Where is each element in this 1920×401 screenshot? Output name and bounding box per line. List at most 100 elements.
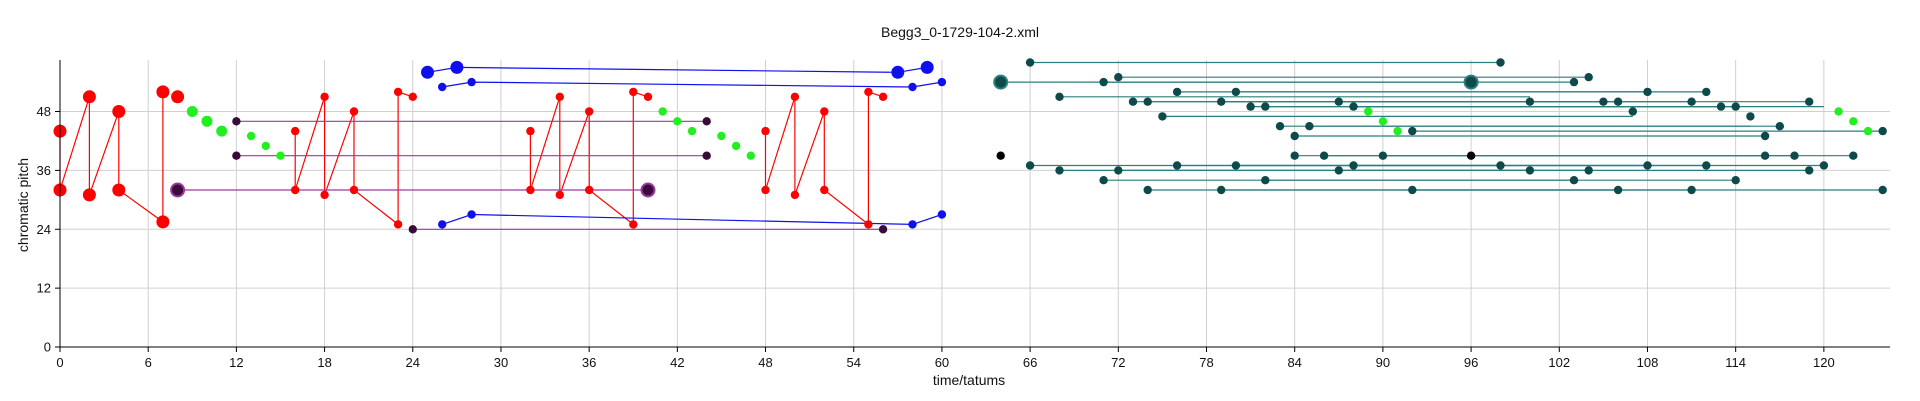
y-tick-label: 12 xyxy=(37,281,51,296)
data-point xyxy=(1599,97,1608,106)
data-point xyxy=(1378,117,1388,126)
data-point xyxy=(1760,131,1770,141)
segment-layer xyxy=(59,61,1883,230)
data-point xyxy=(526,185,535,195)
series-line xyxy=(427,66,898,73)
data-point xyxy=(1849,151,1858,160)
data-point xyxy=(467,210,476,219)
data-point xyxy=(1702,87,1711,97)
x-tick-label: 66 xyxy=(1023,355,1037,370)
data-point xyxy=(1349,102,1358,111)
data-point xyxy=(393,87,403,97)
data-point xyxy=(246,131,256,141)
data-point xyxy=(1172,87,1182,97)
data-point xyxy=(993,74,1009,90)
axis-layer: 0 6 12 18 24 30 36 42 48 54 60 66 72 78 84 90 96 102 108 11… xyxy=(37,60,1890,370)
data-point xyxy=(1393,126,1402,136)
data-point xyxy=(1613,97,1623,106)
data-point xyxy=(232,151,241,160)
data-point xyxy=(450,60,464,74)
data-point xyxy=(1731,102,1740,111)
data-point xyxy=(467,77,476,87)
data-point xyxy=(1569,77,1579,87)
data-point xyxy=(1790,151,1799,160)
data-point xyxy=(82,188,96,202)
x-tick-label: 60 xyxy=(935,355,949,370)
data-point xyxy=(1628,107,1638,116)
data-point xyxy=(555,92,564,102)
y-tick-label: 36 xyxy=(37,163,51,178)
data-point xyxy=(276,151,285,160)
data-point xyxy=(291,185,300,195)
data-point xyxy=(1408,126,1417,136)
data-point xyxy=(717,131,726,141)
chart-title: Begg3_0-1729-104-2.xml xyxy=(881,24,1039,40)
data-point xyxy=(1378,151,1388,160)
x-tick-label: 114 xyxy=(1725,355,1746,370)
series-line xyxy=(59,91,164,224)
data-point xyxy=(216,125,228,137)
data-point xyxy=(687,126,697,136)
data-point xyxy=(1863,126,1873,136)
series-line xyxy=(912,213,943,225)
data-point xyxy=(790,190,800,200)
y-tick-label: 24 xyxy=(37,222,51,237)
data-point xyxy=(1805,166,1814,175)
data-point xyxy=(1731,176,1740,185)
data-point xyxy=(170,182,186,198)
data-point xyxy=(790,92,800,102)
data-point xyxy=(1246,102,1255,111)
x-tick-label: 108 xyxy=(1637,355,1659,370)
y-axis-label: chromatic pitch xyxy=(15,158,31,252)
data-point xyxy=(1334,97,1344,106)
data-point xyxy=(761,126,770,136)
data-point xyxy=(1261,102,1270,111)
data-point xyxy=(585,107,594,116)
data-point xyxy=(1775,122,1785,131)
x-tick-label: 72 xyxy=(1111,355,1125,370)
data-point xyxy=(908,82,917,92)
x-tick-label: 54 xyxy=(847,355,861,370)
data-point xyxy=(658,107,667,116)
data-point xyxy=(820,185,829,195)
data-point xyxy=(1025,58,1035,67)
data-point xyxy=(1319,151,1329,160)
data-point xyxy=(1643,87,1652,97)
data-point xyxy=(864,220,873,229)
data-point xyxy=(156,215,170,229)
data-point xyxy=(643,92,653,102)
data-point xyxy=(640,182,656,198)
data-point xyxy=(349,185,359,195)
data-point xyxy=(349,107,359,116)
data-point xyxy=(1099,176,1108,185)
x-tick-label: 36 xyxy=(582,355,596,370)
x-tick-label: 18 xyxy=(317,355,331,370)
data-point xyxy=(673,117,682,126)
x-tick-label: 78 xyxy=(1199,355,1213,370)
data-point xyxy=(1849,117,1858,126)
data-point xyxy=(1261,176,1270,185)
data-point xyxy=(171,90,185,104)
data-point xyxy=(1305,122,1314,131)
data-point xyxy=(555,190,564,200)
data-point xyxy=(702,151,711,160)
data-point xyxy=(112,105,126,118)
data-point xyxy=(1819,161,1829,170)
data-point xyxy=(1408,185,1417,195)
data-point xyxy=(438,82,447,92)
data-point xyxy=(82,90,96,104)
data-point xyxy=(201,115,213,127)
data-point xyxy=(1364,107,1373,116)
data-point xyxy=(1643,161,1652,170)
data-point xyxy=(320,190,329,200)
data-point xyxy=(408,225,417,234)
data-point xyxy=(1172,161,1182,170)
data-point xyxy=(1834,107,1843,116)
data-point xyxy=(1128,97,1138,106)
data-point xyxy=(1613,185,1623,195)
data-point xyxy=(937,77,947,87)
data-point xyxy=(1584,73,1593,82)
x-tick-label: 96 xyxy=(1464,355,1478,370)
